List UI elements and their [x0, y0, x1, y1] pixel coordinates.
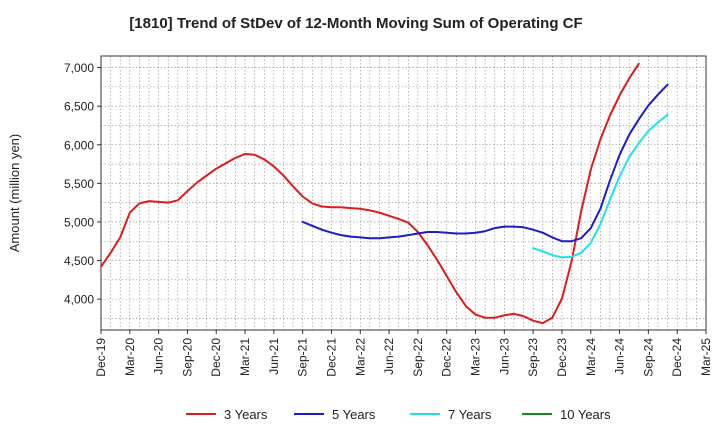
- x-tick-label: Sep-24: [641, 338, 655, 377]
- x-tick-label: Sep-23: [526, 338, 540, 377]
- chart-title: [1810] Trend of StDev of 12-Month Moving…: [129, 15, 582, 32]
- legend-label: 7 Years: [448, 407, 492, 422]
- x-tick-label: Dec-20: [209, 338, 223, 377]
- x-tick-label: Mar-22: [353, 338, 367, 376]
- x-tick-label: Mar-21: [238, 338, 252, 376]
- x-tick-label: Dec-22: [440, 338, 454, 377]
- x-tick-label: Jun-21: [267, 338, 281, 375]
- legend-label: 5 Years: [332, 407, 376, 422]
- x-tick-label: Jun-24: [613, 338, 627, 375]
- x-tick-label: Dec-23: [555, 338, 569, 377]
- axes: 4,000 4,500 5,000 5,500 6,000 6,500 7,000 Dec-1…: [64, 55, 713, 377]
- legend-label: 10 Years: [560, 407, 611, 422]
- y-tick-label: 6,000: [64, 138, 94, 152]
- series-line-3-years: [100, 62, 640, 325]
- x-tick-label: Dec-24: [670, 338, 684, 377]
- series-lines: [100, 62, 669, 325]
- x-tick-label: Jun-22: [382, 338, 396, 375]
- x-tick-label: Mar-20: [123, 338, 137, 376]
- y-tick-label: 6,500: [64, 100, 94, 114]
- x-tick-label: Jun-20: [152, 338, 166, 375]
- x-tick-label: Dec-19: [94, 338, 108, 377]
- x-tick-label: Dec-21: [324, 338, 338, 377]
- x-tick-label: Mar-24: [584, 338, 598, 376]
- y-tick-label: 4,500: [64, 254, 94, 268]
- y-tick-label: 5,500: [64, 177, 94, 191]
- y-tick-label: 5,000: [64, 215, 94, 229]
- y-axis-label: Amount (million yen): [7, 134, 22, 253]
- series-line-7-years: [532, 113, 669, 259]
- legend-label: 3 Years: [224, 407, 268, 422]
- x-tick-label: Jun-23: [497, 338, 511, 375]
- legend: 3 Years 5 Years 7 Years 10 Years: [186, 407, 611, 422]
- plot-frame: [100, 55, 707, 331]
- x-tick-label: Mar-23: [469, 338, 483, 376]
- x-tick-label: Sep-20: [180, 338, 194, 377]
- x-tick-label: Sep-22: [411, 338, 425, 377]
- y-tick-label: 4,000: [64, 293, 94, 307]
- x-tick-label: Mar-25: [699, 338, 713, 376]
- gridlines: [101, 56, 706, 330]
- y-tick-label: 7,000: [64, 61, 94, 75]
- series-line-5-years: [301, 83, 669, 243]
- x-tick-label: Sep-21: [296, 338, 310, 377]
